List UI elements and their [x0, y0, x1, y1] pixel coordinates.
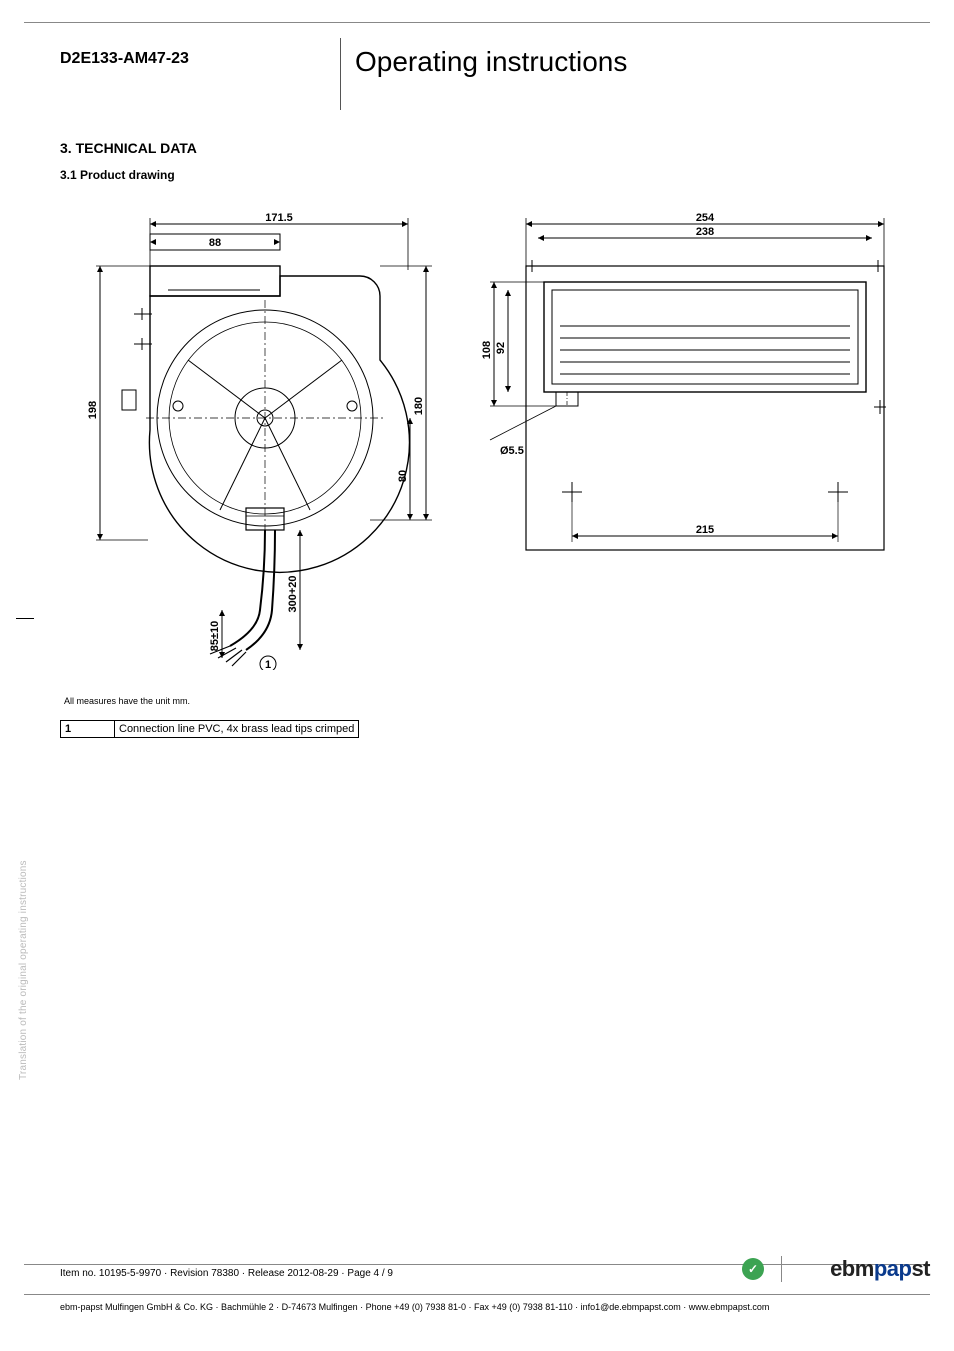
bottom-rule	[24, 1294, 930, 1295]
top-rule	[24, 22, 930, 23]
dim-r-left-outer: 108	[481, 341, 493, 359]
header-divider	[340, 38, 341, 110]
right-view: 254 238	[481, 212, 886, 550]
page-title: Operating instructions	[355, 38, 627, 78]
footer-address: ebm-papst Mulfingen GmbH & Co. KG · Bach…	[60, 1302, 930, 1312]
dim-right-lower: 80	[397, 470, 409, 482]
logo-pap: pap	[874, 1256, 912, 1281]
page: D2E133-AM47-23 Operating instructions 3.…	[0, 0, 954, 1351]
brand-logo: ebmpapst	[830, 1256, 930, 1282]
page-rule	[24, 1264, 930, 1265]
dim-left-height: 198	[87, 401, 99, 419]
logo-divider	[781, 1256, 782, 1282]
logo-ebm: ebm	[830, 1256, 874, 1281]
callout-1: 1	[265, 659, 271, 670]
product-drawing: 171.5 88	[60, 210, 904, 670]
margin-tick	[16, 618, 34, 619]
dim-r-bottom: 215	[696, 524, 714, 536]
dim-r-top-inner: 238	[696, 226, 714, 238]
left-view: 171.5 88	[87, 212, 432, 670]
section-heading: 3. TECHNICAL DATA	[60, 140, 197, 156]
dim-right-full: 180	[413, 397, 425, 415]
dim-top-inner: 88	[209, 237, 221, 249]
dim-hole: Ø5.5	[500, 445, 524, 457]
legend-table: 1 Connection line PVC, 4x brass lead tip…	[60, 720, 359, 738]
legend-text: Connection line PVC, 4x brass lead tips …	[115, 721, 359, 738]
greentech-icon	[742, 1258, 764, 1280]
side-caption: Translation of the original operating in…	[18, 860, 29, 1080]
logo-st: st	[911, 1256, 930, 1281]
dim-r-left-inner: 92	[495, 342, 507, 354]
item-line: Item no. 10195-5-9970 · Revision 78380 ·…	[60, 1268, 393, 1279]
dim-top-outer: 171.5	[265, 212, 293, 224]
dim-cable-strip: 85±10	[209, 621, 221, 652]
drawing-note: All measures have the unit mm.	[64, 696, 190, 706]
dim-cable-len: 300+20	[287, 575, 299, 612]
legend-index: 1	[61, 721, 115, 738]
model-number: D2E133-AM47-23	[60, 38, 340, 68]
dim-r-top-outer: 254	[696, 212, 715, 224]
subsection-heading: 3.1 Product drawing	[60, 168, 175, 182]
table-row: 1 Connection line PVC, 4x brass lead tip…	[61, 721, 359, 738]
page-header: D2E133-AM47-23 Operating instructions	[60, 38, 894, 110]
